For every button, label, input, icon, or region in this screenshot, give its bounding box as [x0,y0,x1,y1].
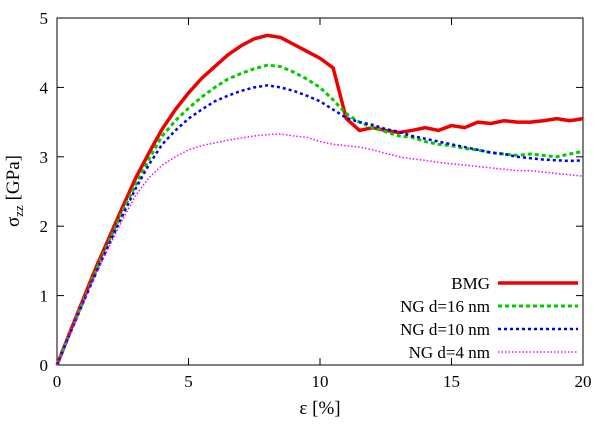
series-line-ng10 [55,84,584,366]
legend-label-bmg: BMG [451,274,490,293]
x-tick-label: 15 [443,372,460,391]
y-tick-label: 5 [40,9,49,28]
x-tick-label: 20 [575,372,592,391]
x-tick-label: 5 [184,372,193,391]
y-tick-label: 1 [40,287,49,306]
x-axis-label: ε [%] [299,398,340,419]
chart-series [55,33,584,366]
y-axis-label: σzz [GPa] [3,155,26,227]
series-line-bmg [55,33,584,366]
y-tick-label: 2 [40,217,49,236]
x-tick-label: 0 [53,372,62,391]
plot-border [56,17,584,366]
series-line-ng4 [56,133,584,366]
chart-legend: BMG NG d=16 nm NG d=10 nm NG d=4 nm [400,274,578,362]
chart-axes: 0 5 10 15 20 0 1 2 3 4 5 [40,9,592,391]
y-tick-label: 3 [40,148,49,167]
legend-label-ng4: NG d=4 nm [409,343,490,362]
y-tick-label: 0 [40,356,49,375]
legend-label-ng10: NG d=10 nm [400,320,490,339]
series-line-ng16 [55,63,584,366]
y-tick-label: 4 [40,78,49,97]
legend-label-ng16: NG d=16 nm [400,297,490,316]
x-tick-label: 10 [312,372,329,391]
